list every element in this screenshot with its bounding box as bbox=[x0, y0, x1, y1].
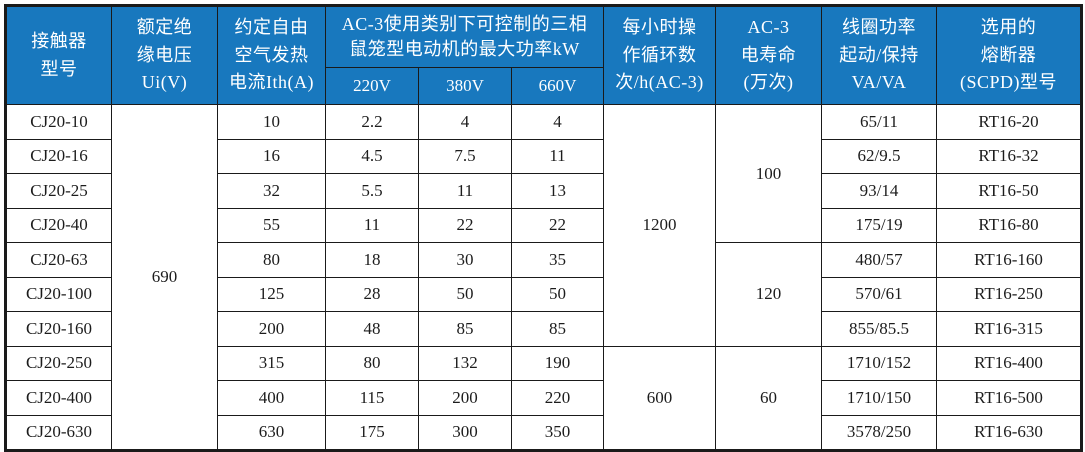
cell-ith: 630 bbox=[217, 414, 326, 451]
cell-kw-660v: 85 bbox=[511, 311, 604, 347]
header-insulation-voltage: 额定绝 缘电压 Ui(V) bbox=[111, 5, 218, 105]
cell-kw-220v: 80 bbox=[325, 345, 419, 381]
cell-coil-power: 855/85.5 bbox=[821, 311, 937, 347]
header-fuse-type: 选用的 熔断器 (SCPD)型号 bbox=[936, 5, 1082, 105]
cell-model: CJ20-10 bbox=[5, 104, 112, 140]
table-row: CJ20-10 690 10 2.2 4 4 1200 100 65/11 RT… bbox=[5, 104, 1082, 451]
cell-fuse: RT16-250 bbox=[936, 276, 1082, 312]
cell-kw-220v: 11 bbox=[325, 207, 419, 243]
cell-fuse: RT16-32 bbox=[936, 138, 1082, 174]
cell-ith: 315 bbox=[217, 345, 326, 381]
cell-life-100: 100 bbox=[715, 104, 822, 243]
header-contactor-model: 接触器 型号 bbox=[5, 5, 112, 105]
contactor-spec-table: 接触器 型号 额定绝 缘电压 Ui(V) 约定自由 空气发热 电流Ith(A) … bbox=[4, 4, 1083, 452]
cell-fuse: RT16-500 bbox=[936, 380, 1082, 416]
table-row: CJ20-25 32 5.5 11 13 93/14 RT16-50 bbox=[5, 173, 1082, 209]
header-thermal-current: 约定自由 空气发热 电流Ith(A) bbox=[217, 5, 326, 105]
cell-coil-power: 480/57 bbox=[821, 242, 937, 278]
cell-coil-power: 570/61 bbox=[821, 276, 937, 312]
table-header: 接触器 型号 额定绝 缘电压 Ui(V) 约定自由 空气发热 电流Ith(A) … bbox=[5, 5, 1082, 105]
cell-kw-380v: 300 bbox=[418, 414, 512, 451]
cell-kw-380v: 200 bbox=[418, 380, 512, 416]
cell-kw-220v: 18 bbox=[325, 242, 419, 278]
cell-coil-power: 3578/250 bbox=[821, 414, 937, 451]
cell-coil-power: 1710/152 bbox=[821, 345, 937, 381]
cell-ith: 200 bbox=[217, 311, 326, 347]
table-row: CJ20-63 80 18 30 35 120 480/57 RT16-160 bbox=[5, 242, 1082, 347]
cell-kw-220v: 2.2 bbox=[325, 104, 419, 140]
cell-kw-220v: 28 bbox=[325, 276, 419, 312]
cell-ith: 16 bbox=[217, 138, 326, 174]
header-220v: 220V bbox=[325, 67, 419, 105]
cell-kw-220v: 115 bbox=[325, 380, 419, 416]
cell-kw-660v: 22 bbox=[511, 207, 604, 243]
cell-model: CJ20-63 bbox=[5, 242, 112, 278]
cell-kw-220v: 48 bbox=[325, 311, 419, 347]
table-row: CJ20-250 315 80 132 190 600 60 1710/152 … bbox=[5, 345, 1082, 451]
cell-cycles-1200: 1200 bbox=[603, 104, 716, 347]
cell-fuse: RT16-80 bbox=[936, 207, 1082, 243]
cell-kw-380v: 22 bbox=[418, 207, 512, 243]
header-ac3-max-power-group: AC-3使用类别下可控制的三相 鼠笼型电动机的最大功率kW bbox=[325, 5, 604, 68]
header-660v: 660V bbox=[511, 67, 604, 105]
table-row: CJ20-400 400 115 200 220 1710/150 RT16-5… bbox=[5, 380, 1082, 416]
cell-ith: 32 bbox=[217, 173, 326, 209]
header-electrical-life: AC-3 电寿命 (万次) bbox=[715, 5, 822, 105]
cell-kw-660v: 11 bbox=[511, 138, 604, 174]
table-row: CJ20-16 16 4.5 7.5 11 62/9.5 RT16-32 bbox=[5, 138, 1082, 174]
cell-kw-380v: 4 bbox=[418, 104, 512, 140]
table-row: CJ20-40 55 11 22 22 175/19 RT16-80 bbox=[5, 207, 1082, 243]
cell-model: CJ20-250 bbox=[5, 345, 112, 381]
table-row: CJ20-100 125 28 50 50 570/61 RT16-250 bbox=[5, 276, 1082, 312]
cell-kw-660v: 35 bbox=[511, 242, 604, 278]
cell-kw-380v: 11 bbox=[418, 173, 512, 209]
cell-coil-power: 62/9.5 bbox=[821, 138, 937, 174]
cell-fuse: RT16-50 bbox=[936, 173, 1082, 209]
cell-coil-power: 1710/150 bbox=[821, 380, 937, 416]
cell-fuse: RT16-630 bbox=[936, 414, 1082, 451]
cell-ith: 80 bbox=[217, 242, 326, 278]
cell-insulation-voltage: 690 bbox=[111, 104, 218, 451]
cell-kw-660v: 4 bbox=[511, 104, 604, 140]
cell-kw-660v: 13 bbox=[511, 173, 604, 209]
cell-coil-power: 65/11 bbox=[821, 104, 937, 140]
cell-cycles-600: 600 bbox=[603, 345, 716, 451]
header-operating-cycles: 每小时操 作循环数 次/h(AC-3) bbox=[603, 5, 716, 105]
cell-fuse: RT16-400 bbox=[936, 345, 1082, 381]
cell-kw-660v: 190 bbox=[511, 345, 604, 381]
header-coil-power: 线圈功率 起动/保持 VA/VA bbox=[821, 5, 937, 105]
cell-kw-380v: 85 bbox=[418, 311, 512, 347]
cell-ith: 400 bbox=[217, 380, 326, 416]
cell-fuse: RT16-315 bbox=[936, 311, 1082, 347]
cell-ith: 125 bbox=[217, 276, 326, 312]
cell-kw-660v: 350 bbox=[511, 414, 604, 451]
cell-kw-380v: 7.5 bbox=[418, 138, 512, 174]
table-body: CJ20-10 690 10 2.2 4 4 1200 100 65/11 RT… bbox=[5, 104, 1082, 451]
cell-model: CJ20-25 bbox=[5, 173, 112, 209]
cell-kw-220v: 175 bbox=[325, 414, 419, 451]
cell-kw-220v: 4.5 bbox=[325, 138, 419, 174]
cell-kw-660v: 50 bbox=[511, 276, 604, 312]
cell-coil-power: 93/14 bbox=[821, 173, 937, 209]
cell-model: CJ20-160 bbox=[5, 311, 112, 347]
cell-model: CJ20-16 bbox=[5, 138, 112, 174]
cell-fuse: RT16-20 bbox=[936, 104, 1082, 140]
header-380v: 380V bbox=[418, 67, 512, 105]
cell-kw-380v: 30 bbox=[418, 242, 512, 278]
cell-model: CJ20-400 bbox=[5, 380, 112, 416]
cell-fuse: RT16-160 bbox=[936, 242, 1082, 278]
cell-model: CJ20-40 bbox=[5, 207, 112, 243]
cell-life-60: 60 bbox=[715, 345, 822, 451]
cell-ith: 10 bbox=[217, 104, 326, 140]
cell-ith: 55 bbox=[217, 207, 326, 243]
cell-kw-220v: 5.5 bbox=[325, 173, 419, 209]
cell-model: CJ20-630 bbox=[5, 414, 112, 451]
cell-model: CJ20-100 bbox=[5, 276, 112, 312]
cell-kw-660v: 220 bbox=[511, 380, 604, 416]
cell-kw-380v: 50 bbox=[418, 276, 512, 312]
cell-life-120: 120 bbox=[715, 242, 822, 347]
cell-kw-380v: 132 bbox=[418, 345, 512, 381]
cell-coil-power: 175/19 bbox=[821, 207, 937, 243]
